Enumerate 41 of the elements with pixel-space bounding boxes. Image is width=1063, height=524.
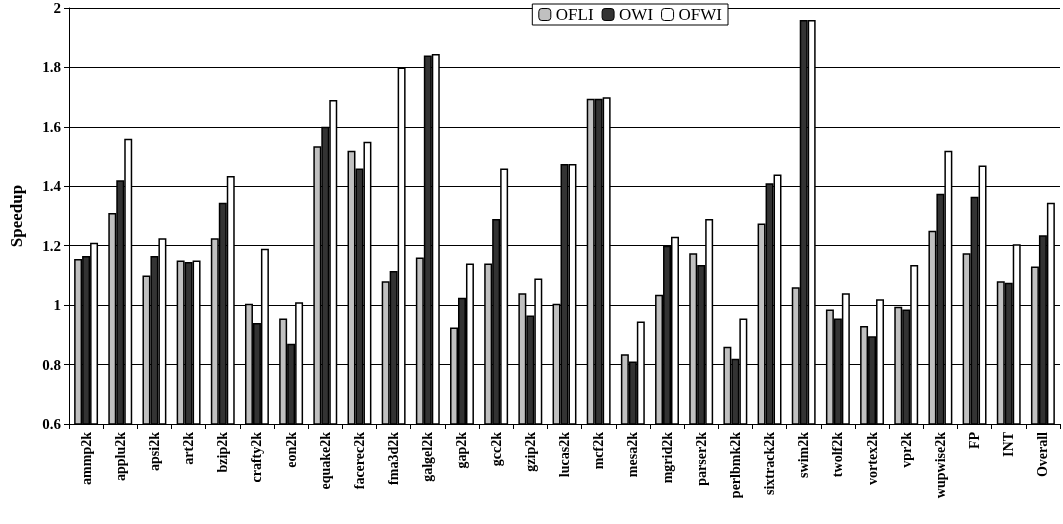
x-tick-label: wupwise2k: [932, 431, 948, 499]
x-tick-label: mgrid2k: [659, 431, 675, 484]
x-tick-label: parser2k: [693, 431, 709, 486]
x-tick-label: fma3d2k: [386, 431, 402, 485]
x-tick-label: mcf2k: [591, 431, 607, 470]
y-tick-label: 1.6: [42, 118, 62, 135]
y-tick-label: 1.2: [42, 237, 61, 254]
x-tick-label: applu2k: [112, 431, 128, 482]
x-tick-label: art2k: [181, 431, 197, 465]
y-tick-label: 1: [53, 297, 61, 314]
x-tick-label: Overall: [1035, 431, 1051, 478]
y-tick-label: 0.6: [42, 416, 62, 432]
x-tick-label: vpr2k: [898, 431, 914, 468]
x-tick-label: INT: [1001, 431, 1017, 457]
x-tick-label: galgel2k: [420, 431, 436, 482]
y-axis-title: Speedup: [7, 184, 26, 248]
legend-label: OWI: [619, 5, 654, 24]
y-tick-label: 1.4: [42, 178, 62, 195]
x-tick-label: ammp2k: [78, 431, 94, 485]
x-tick-label: mesa2k: [625, 431, 641, 478]
x-tick-label: gzip2k: [522, 431, 538, 472]
x-tick-label: eon2k: [283, 431, 299, 468]
legend-label: OFLI: [555, 5, 594, 24]
x-tick-label: facerec2k: [351, 431, 367, 490]
x-tick-label: gap2k: [454, 431, 470, 469]
x-tick-label: swim2k: [796, 431, 812, 478]
y-tick-label: 2: [53, 0, 61, 16]
x-tick-label: gcc2k: [488, 431, 504, 467]
x-tick-label: bzip2k: [215, 431, 231, 473]
x-tick-label: equake2k: [317, 431, 333, 490]
x-tick-label: vortex2k: [864, 431, 880, 485]
legend-label: OFWI: [678, 5, 723, 24]
x-tick-label: apsi2k: [146, 431, 162, 471]
x-tick-label: sixtrack2k: [762, 431, 778, 495]
y-tick-label: 1.8: [42, 59, 61, 76]
y-tick-label: 0.8: [42, 356, 61, 373]
x-tick-label: perlbmk2k: [727, 431, 743, 499]
x-tick-label: FP: [967, 431, 983, 450]
x-tick-label: lucas2k: [557, 431, 572, 478]
x-tick-label: twolf2k: [830, 431, 846, 478]
x-tick-label: crafty2k: [249, 431, 265, 483]
